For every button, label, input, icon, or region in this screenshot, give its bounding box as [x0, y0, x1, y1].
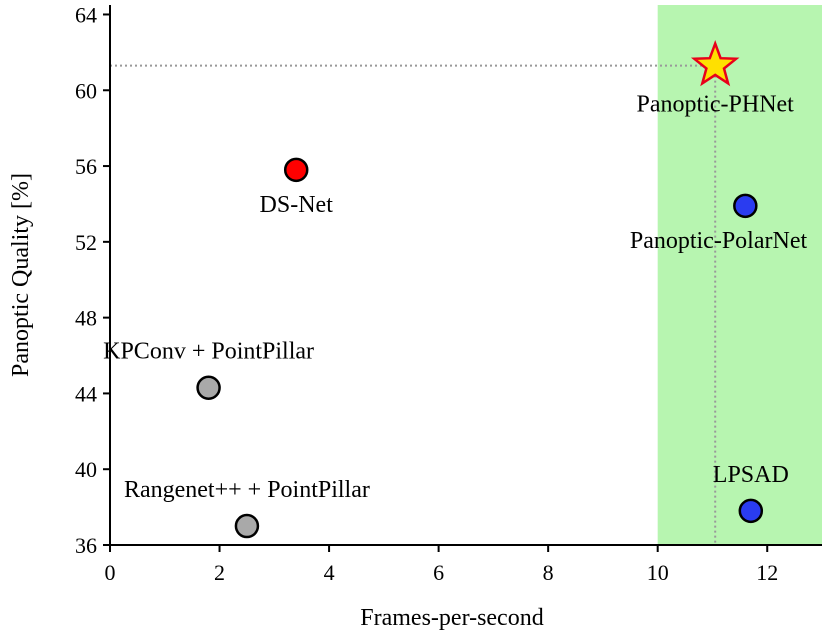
x-axis-title: Frames-per-second — [360, 605, 543, 631]
point-label-panoptic-polarnet: Panoptic-PolarNet — [630, 228, 808, 254]
point-rangenet-pointpillar — [234, 513, 260, 539]
y-tick-label: 44 — [75, 381, 97, 406]
x-tick-label: 2 — [214, 560, 225, 585]
axes-layer: 36 40 44 48 52 56 60 64 0 2 4 6 8 10 12 — [75, 2, 822, 585]
x-tick-label: 0 — [105, 560, 116, 585]
point-label-lpsad: LPSAD — [713, 462, 789, 488]
x-tick-label: 8 — [543, 560, 554, 585]
x-tick-label: 12 — [756, 560, 778, 585]
highlight-region — [657, 5, 822, 545]
y-tick-label: 36 — [75, 533, 97, 558]
point-label-panoptic-phnet: Panoptic-PHNet — [637, 92, 795, 118]
point-panoptic-phnet — [690, 39, 740, 87]
y-tick-label: 40 — [75, 457, 97, 482]
y-tick-label: 64 — [75, 2, 97, 27]
y-tick-label: 60 — [75, 78, 97, 103]
x-tick-label: 10 — [647, 560, 669, 585]
highlight-region-layer — [657, 5, 822, 545]
points-layer: Panoptic-PHNet DS-Net Panoptic-PolarNet KPC… — [103, 39, 808, 539]
x-tick-label: 4 — [324, 560, 335, 585]
point-kpconv-pointpillar — [196, 375, 221, 400]
point-label-kpconv-pointpillar: KPConv + PointPillar — [103, 339, 314, 365]
y-tick-label: 52 — [75, 230, 97, 255]
y-tick-label: 56 — [75, 154, 97, 179]
point-label-ds-net: DS-Net — [260, 192, 334, 218]
point-label-rangenet-pointpillar: Rangenet++ + PointPillar — [124, 477, 370, 503]
reference-lines-layer — [110, 64, 717, 545]
point-lpsad — [738, 498, 764, 524]
point-panoptic-polarnet — [733, 193, 758, 219]
x-tick-label: 6 — [433, 560, 444, 585]
y-axis-title: Panoptic Quality [%] — [8, 173, 34, 377]
y-tick-label: 48 — [75, 306, 97, 331]
point-ds-net — [283, 157, 309, 183]
